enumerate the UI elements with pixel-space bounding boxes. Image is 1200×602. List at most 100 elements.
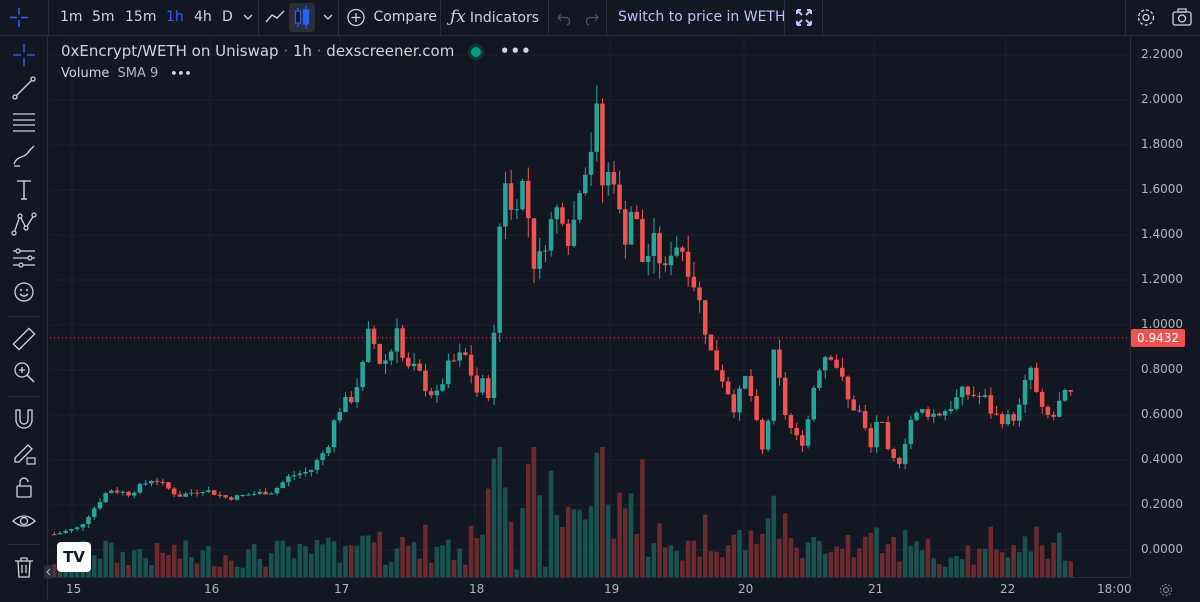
line-chart-icon[interactable] (264, 0, 286, 35)
volume-bar (565, 506, 571, 577)
volume-bar (754, 543, 759, 577)
legend-more-icon[interactable]: ••• (499, 42, 532, 60)
magnet-icon[interactable] (10, 405, 38, 433)
timeframe-15m[interactable]: 15m (125, 9, 157, 25)
candle-up (1017, 404, 1022, 421)
emoji-icon[interactable] (10, 278, 38, 306)
brush-icon[interactable] (10, 142, 38, 170)
candle-up (931, 413, 936, 417)
volume-bar (171, 544, 177, 577)
candle-down (897, 457, 902, 465)
volume-bar (1068, 561, 1073, 577)
candle-up (902, 443, 908, 465)
candle-up (771, 349, 777, 421)
volume-bar (114, 562, 120, 577)
timeframe-4h[interactable]: 4h (194, 9, 212, 25)
volume-bar (777, 538, 782, 577)
price-axis[interactable]: 2.2000 2.0000 1.8000 1.6000 1.4000 1.2000 1.00… (1130, 37, 1200, 577)
candle-up (942, 411, 948, 416)
top-toolbar: 1m 5m 15m 1h 4h D Compare ƒx Indicators S… (0, 0, 1200, 36)
volume-bar (337, 562, 343, 577)
volume-bar (217, 566, 223, 577)
undo-icon[interactable] (556, 0, 574, 35)
candle-down (880, 421, 885, 423)
candle-down (531, 218, 537, 269)
candle-up (383, 360, 388, 364)
volume-bar (708, 551, 714, 577)
settings-gear-icon[interactable] (1135, 0, 1157, 35)
timeframe-5m[interactable]: 5m (92, 9, 115, 25)
candle-up (548, 219, 554, 251)
candle-down (525, 180, 531, 219)
candle-down (794, 428, 799, 436)
fullscreen-icon[interactable] (793, 0, 815, 35)
time-tick-label: 18 (469, 582, 485, 596)
price-tick-label: 1.6000 (1141, 182, 1183, 196)
volume-bar (154, 542, 160, 577)
compare-button[interactable]: Compare (346, 0, 437, 35)
candle-up (131, 492, 137, 496)
time-axis[interactable]: 15 16 17 18 19 20 21 22 18:00 (50, 577, 1132, 600)
collapse-chevron-left-icon[interactable] (44, 565, 53, 579)
redo-icon[interactable] (582, 0, 600, 35)
price-chart[interactable] (50, 37, 1130, 577)
candle-up (817, 370, 822, 388)
lock-drawing-icon[interactable] (10, 439, 38, 467)
snapshot-icon[interactable] (1170, 0, 1194, 35)
timeframe-1m[interactable]: 1m (60, 9, 83, 25)
lock-icon[interactable] (10, 473, 38, 501)
crosshair-cursor-icon[interactable] (6, 0, 32, 35)
candle-down (217, 494, 223, 496)
volume-more-icon[interactable]: ••• (170, 67, 192, 80)
zoom-in-icon[interactable] (10, 358, 38, 386)
axis-settings-gear-icon[interactable] (1158, 582, 1174, 598)
volume-bar (348, 545, 354, 577)
volume-bar (674, 550, 679, 577)
function-icon: ƒx (450, 7, 466, 27)
timeframe-chevron-down-icon[interactable] (242, 0, 254, 35)
interval-label: 1h (292, 42, 312, 60)
text-icon[interactable] (10, 176, 38, 204)
candle-up (954, 397, 959, 409)
crosshair-icon[interactable] (10, 41, 38, 69)
candle-down (754, 396, 759, 420)
candle-down (840, 367, 845, 377)
chart-type-chevron-down-icon[interactable] (322, 0, 334, 35)
candle-down (977, 396, 982, 398)
switch-price-button[interactable]: Switch to price in WETH (618, 9, 786, 25)
ruler-icon[interactable] (10, 325, 38, 353)
source-label: dexscreener.com (326, 42, 455, 60)
volume-bar (954, 555, 959, 577)
price-tick-label: 1.8000 (1141, 137, 1183, 151)
candle-down (177, 494, 183, 497)
pattern-icon[interactable] (10, 210, 38, 238)
prediction-icon[interactable] (10, 244, 38, 272)
volume-bar (874, 527, 879, 577)
candle-up (446, 360, 451, 385)
candle-down (1045, 406, 1051, 415)
timeframe-d[interactable]: D (222, 9, 233, 25)
trend-line-icon[interactable] (10, 74, 38, 102)
volume-bar (765, 518, 771, 577)
volume-bar (1057, 532, 1062, 577)
fib-icon[interactable] (10, 108, 38, 136)
trash-icon[interactable] (10, 553, 38, 581)
candle-up (360, 361, 365, 388)
candles-chart-button[interactable] (289, 3, 315, 32)
candle-up (149, 480, 154, 484)
volume-bar (1034, 526, 1039, 577)
volume-bar (423, 524, 428, 577)
volume-bar (451, 559, 457, 577)
candle-up (588, 151, 594, 175)
timeframe-1h[interactable]: 1h (166, 9, 184, 25)
indicators-button[interactable]: ƒx Indicators (450, 0, 539, 35)
volume-bar (143, 558, 148, 577)
eye-icon[interactable] (10, 507, 38, 535)
compare-label: Compare (373, 9, 437, 25)
candle-down (691, 276, 697, 288)
volume-bar (234, 566, 240, 577)
candle-up (103, 493, 108, 503)
volume-bar (805, 542, 811, 577)
volume-bar (965, 545, 971, 577)
tradingview-logo[interactable]: TV (57, 542, 91, 572)
